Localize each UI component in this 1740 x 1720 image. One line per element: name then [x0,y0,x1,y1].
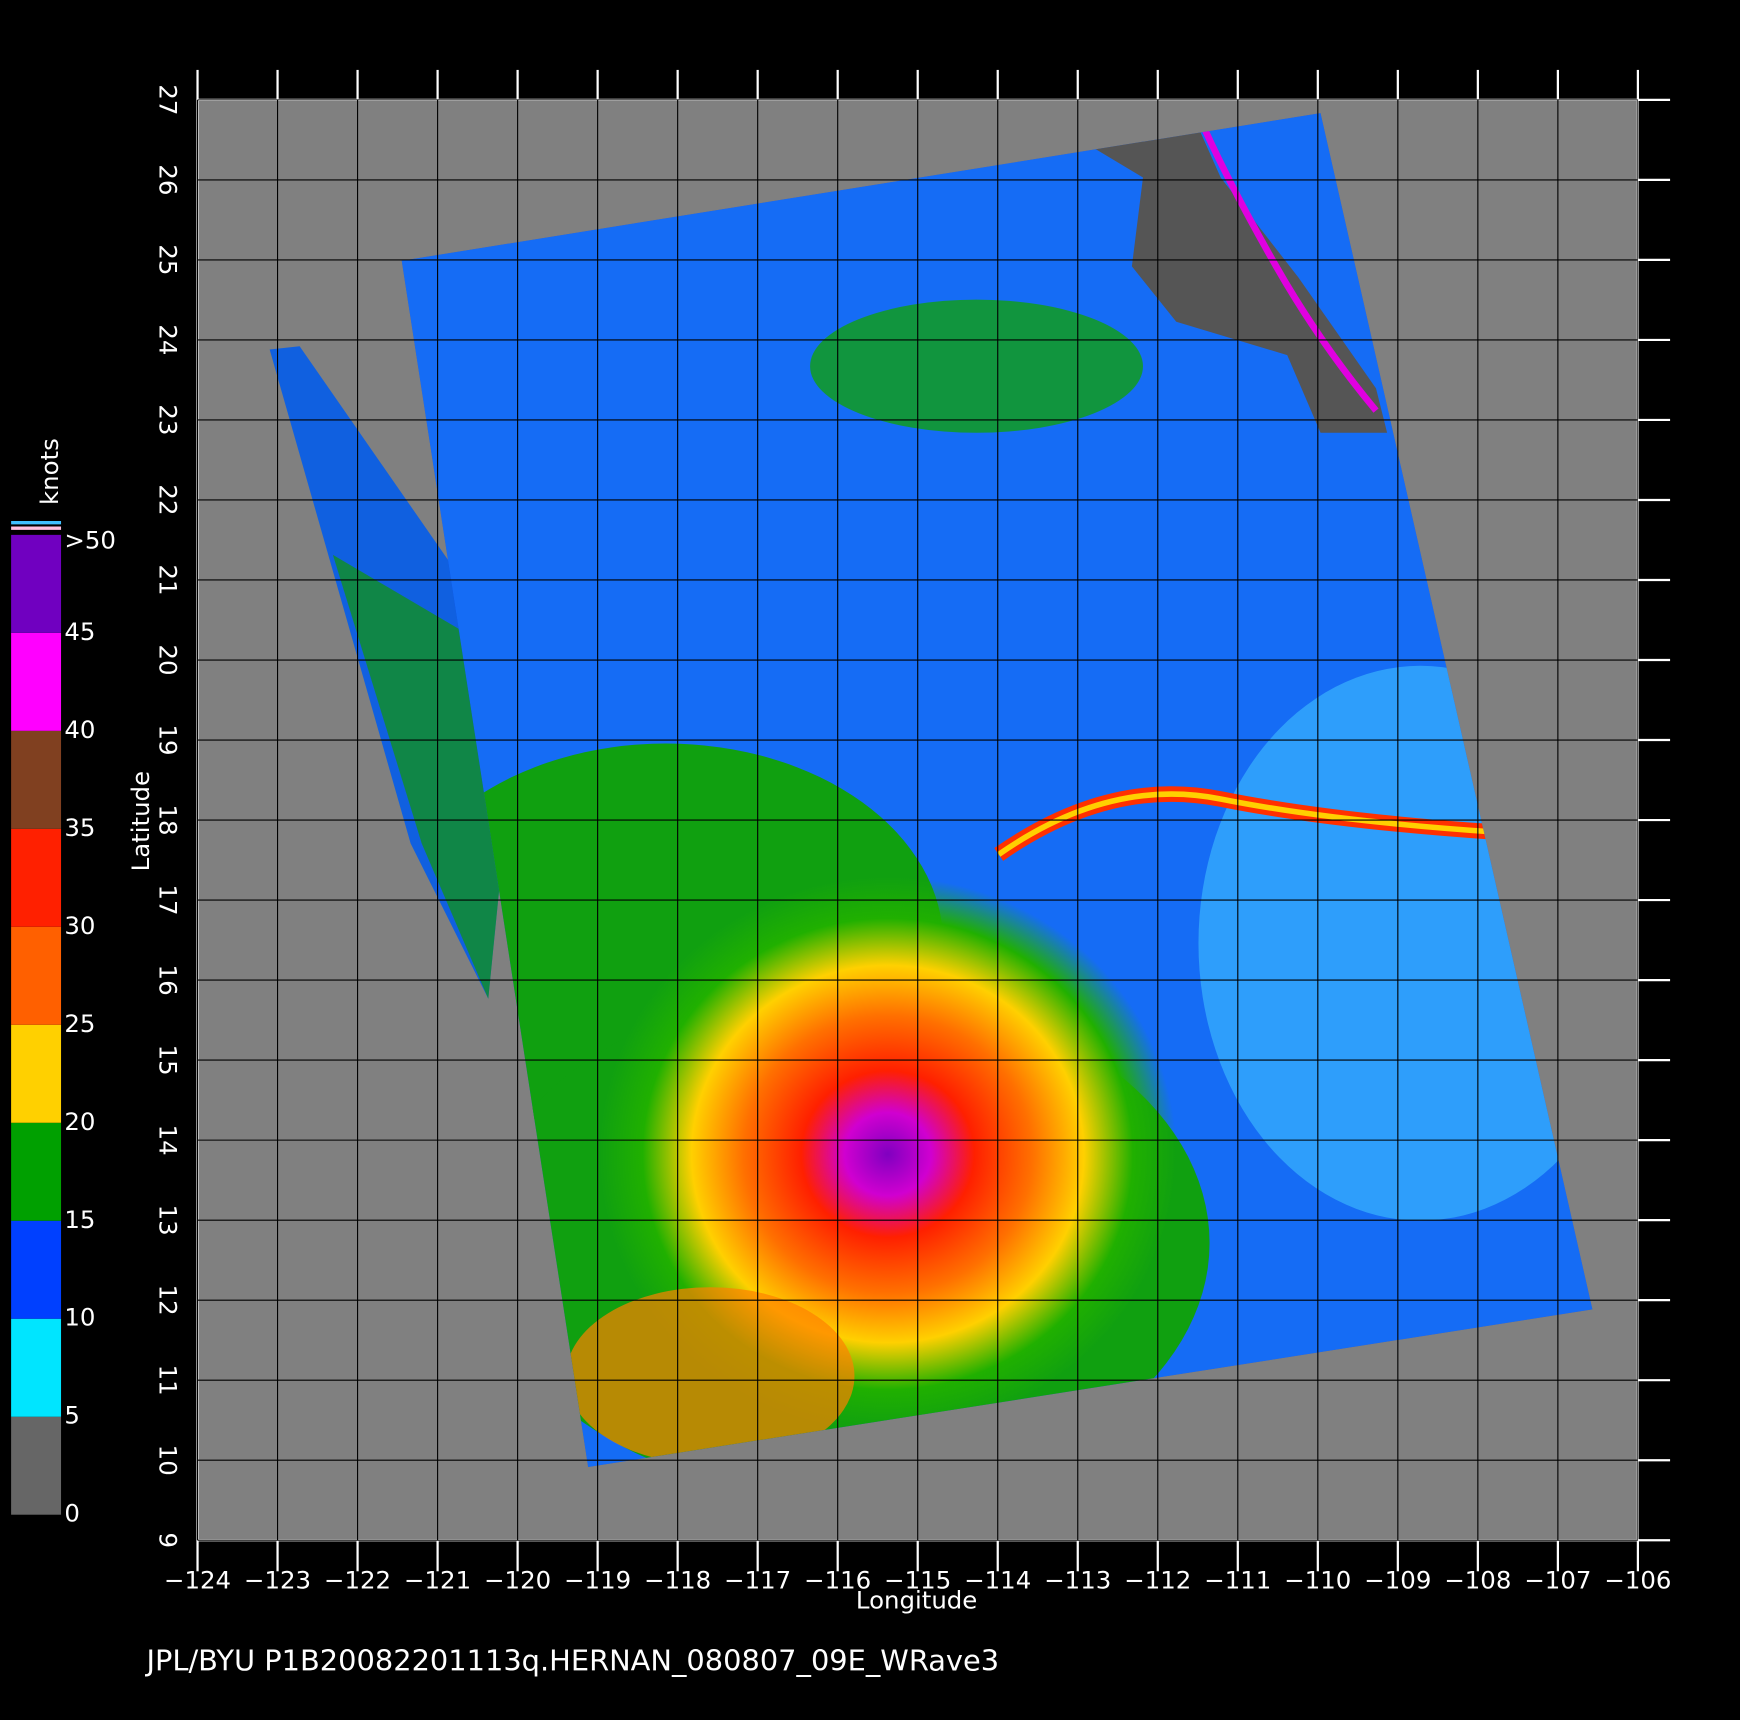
x-tick-label: −123 [244,1565,311,1594]
x-tick-label: −110 [1284,1565,1351,1594]
x-tick-label: −118 [644,1565,711,1594]
x-tick-label: −106 [1604,1565,1671,1594]
colorbar-segment [11,1024,62,1123]
colorbar: knots 0 5 10 15 20 25 30 35 40 45 >50 [11,438,116,1528]
colorbar-segment [11,1318,62,1417]
y-tick-label: 23 [153,404,182,435]
y-tick-label: 14 [153,1125,182,1156]
x-tick-label: −109 [1364,1565,1431,1594]
y-tick-label: 11 [153,1365,182,1396]
colorbar-tick-label: 15 [64,1205,95,1234]
y-tick-label: 22 [153,484,182,515]
y-tick-label: 12 [153,1285,182,1316]
y-tick-label: 24 [153,324,182,355]
x-tick-label: −120 [484,1565,551,1594]
colorbar-tick-label: 35 [64,813,95,842]
y-tick-label: 15 [153,1045,182,1076]
x-tick-label: −122 [324,1565,391,1594]
y-tick-label: 13 [153,1205,182,1236]
x-tick-label: −117 [724,1565,791,1594]
y-tick-label: 18 [153,805,182,836]
colorbar-segment [11,534,62,633]
x-tick-label: −119 [564,1565,631,1594]
y-tick-label: 26 [153,164,182,195]
y-tick-label: 20 [153,644,182,675]
y-tick-label: 19 [153,725,182,756]
x-tick-label: −121 [404,1565,471,1594]
colorbar-segment [11,828,62,927]
colorbar-segment [11,632,62,731]
colorbar-tick-label: 30 [64,911,95,940]
colorbar-segment [11,1416,62,1515]
colorbar-tick-label: 10 [64,1303,95,1332]
grid: −124 −123 −122 −121 −120 −119 −118 −117 −116 −115… [153,69,1671,1594]
x-tick-label: −108 [1444,1565,1511,1594]
x-axis-label: Longitude [856,1585,977,1614]
y-tick-label: 25 [153,244,182,275]
y-tick-label: 9 [153,1532,182,1548]
y-tick-label: 17 [153,885,182,916]
x-tick-label: −111 [1204,1565,1271,1594]
wind-swath [269,113,1593,1467]
x-tick-label: −124 [164,1565,231,1594]
colorbar-segment [11,730,62,829]
y-tick-label: 10 [153,1445,182,1476]
y-axis-label: Latitude [126,771,155,871]
colorbar-tick-label: 0 [64,1499,80,1528]
x-tick-label: −115 [884,1565,951,1594]
colorbar-segment [11,926,62,1025]
colorbar-title: knots [35,438,64,505]
colorbar-segment [11,1220,62,1319]
x-tick-label: −116 [804,1565,871,1594]
x-tick-label: −114 [964,1565,1031,1594]
colorbar-tick-label: 25 [64,1009,95,1038]
footer: JPL/BYU P1B20082201113q.HERNAN_080807_09… [144,1643,999,1677]
colorbar-tick-label: 40 [64,715,95,744]
colorbar-tick-label: 45 [64,617,95,646]
colorbar-tick-label: >50 [64,526,116,555]
colorbar-segment [11,1122,62,1221]
y-tick-label: 27 [153,84,182,115]
x-tick-label: −112 [1124,1565,1191,1594]
y-tick-label: 16 [153,965,182,996]
y-tick-label: 21 [153,564,182,595]
colorbar-tick-label: 20 [64,1107,95,1136]
x-tick-label: −113 [1044,1565,1111,1594]
x-tick-label: −107 [1524,1565,1591,1594]
colorbar-tick-label: 5 [64,1401,80,1430]
